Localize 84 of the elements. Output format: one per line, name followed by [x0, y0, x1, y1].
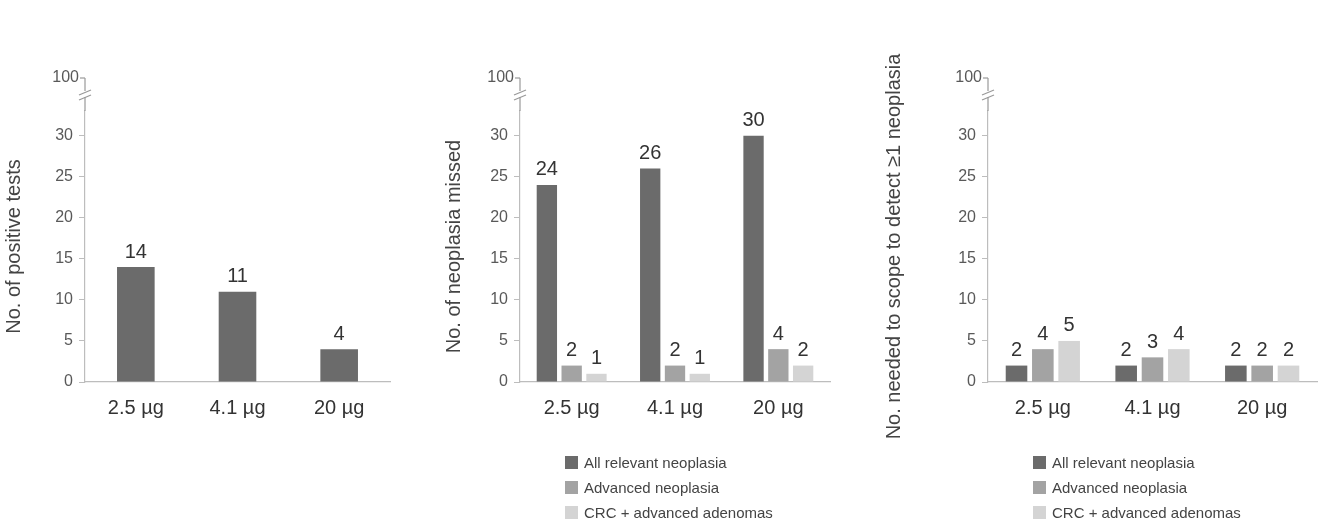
data-label: 30 — [742, 108, 765, 131]
x-tick-label: 20 µg — [1236, 395, 1288, 418]
legend-label: CRC + advanced adenomas — [1052, 504, 1241, 519]
data-label: 1 — [590, 346, 603, 369]
data-label: 2 — [669, 338, 681, 361]
data-label: 2 — [566, 338, 578, 361]
legend-label: All relevant neoplasia — [584, 454, 727, 471]
bar — [1277, 365, 1300, 382]
bar — [664, 365, 686, 382]
bar — [743, 135, 764, 382]
y-tick-label: 10 — [55, 290, 74, 308]
bar — [561, 365, 582, 382]
y-axis-title: No. of neoplasia missed — [441, 139, 464, 354]
bar — [689, 373, 710, 382]
y-tick-label: 20 — [490, 208, 509, 226]
bar — [1005, 365, 1028, 382]
text: 100 — [955, 68, 983, 86]
data-label: 2 — [797, 338, 809, 361]
y-tick-label: 25 — [958, 167, 977, 185]
bar — [320, 349, 358, 382]
legend-label: All relevant neoplasia — [1052, 454, 1195, 471]
y-tick-label: 0 — [967, 372, 977, 390]
y-tick-label: 5 — [499, 331, 509, 349]
y-tick-label: 10 — [958, 290, 977, 308]
y-tick-label: 15 — [490, 249, 509, 267]
data-label: 1 — [694, 346, 706, 369]
data-label: 2 — [1282, 338, 1295, 361]
data-label: 4 — [1173, 321, 1185, 344]
x-tick-label: 2.5 µg — [107, 395, 164, 418]
data-label: 4 — [1037, 321, 1049, 344]
y-axis-title: No. of positive tests — [1, 159, 24, 334]
data-label: 3 — [1146, 329, 1159, 352]
bar — [1058, 340, 1080, 382]
y-tick-label: 25 — [490, 167, 509, 185]
bar — [1115, 365, 1137, 382]
y-tick-label: 30 — [55, 126, 74, 144]
text: 100 — [487, 68, 515, 86]
data-label: 2 — [1010, 338, 1023, 361]
bar — [536, 184, 558, 382]
text: 100 — [52, 68, 80, 86]
bar — [1168, 349, 1190, 382]
data-label: 26 — [639, 141, 662, 163]
bar — [117, 267, 155, 382]
data-label: 5 — [1063, 313, 1075, 336]
data-label: 2 — [1120, 338, 1132, 361]
x-tick-label: 20 µg — [313, 395, 365, 418]
y-tick-label: 5 — [967, 331, 977, 349]
data-label: 24 — [535, 157, 558, 180]
y-tick-label: 0 — [499, 372, 509, 390]
bar — [792, 365, 814, 382]
y-axis-title: No. needed to scope to detect ≥1 neoplasia — [881, 52, 904, 440]
y-tick-label: 30 — [958, 126, 977, 144]
bar — [640, 168, 661, 382]
legend-label: Advanced neoplasia — [584, 479, 720, 496]
data-label: 4 — [772, 321, 784, 344]
bar — [1032, 349, 1054, 382]
x-tick-label: 4.1 µg — [209, 395, 266, 418]
data-label: 2 — [1256, 338, 1268, 361]
bar — [1251, 365, 1273, 382]
y-tick-label: 15 — [958, 249, 977, 267]
y-tick-label: 15 — [55, 249, 74, 267]
x-tick-label: 4.1 µg — [1124, 395, 1181, 418]
bar — [586, 373, 607, 382]
x-tick-label: 4.1 µg — [646, 395, 704, 418]
data-label: 2 — [1230, 338, 1242, 361]
x-tick-label: 2.5 µg — [543, 395, 600, 418]
legend-label: CRC + advanced adenomas — [584, 504, 773, 519]
bar — [768, 349, 789, 382]
legend-label: Advanced neoplasia — [1052, 479, 1188, 496]
data-label: 11 — [227, 264, 248, 287]
y-tick-label: 10 — [490, 290, 509, 308]
y-tick-label: 30 — [490, 126, 509, 144]
y-tick-label: 5 — [64, 331, 74, 349]
y-tick-label: 20 — [55, 208, 74, 226]
x-tick-label: 2.5 µg — [1014, 395, 1071, 418]
bar — [1225, 365, 1247, 382]
y-tick-label: 0 — [64, 372, 74, 390]
bar — [218, 291, 257, 382]
y-tick-label: 25 — [55, 167, 74, 185]
y-tick-label: 20 — [958, 208, 977, 226]
data-label: 14 — [124, 239, 147, 262]
data-label: 4 — [333, 321, 345, 344]
x-tick-label: 20 µg — [753, 395, 804, 418]
bar — [1141, 357, 1164, 382]
